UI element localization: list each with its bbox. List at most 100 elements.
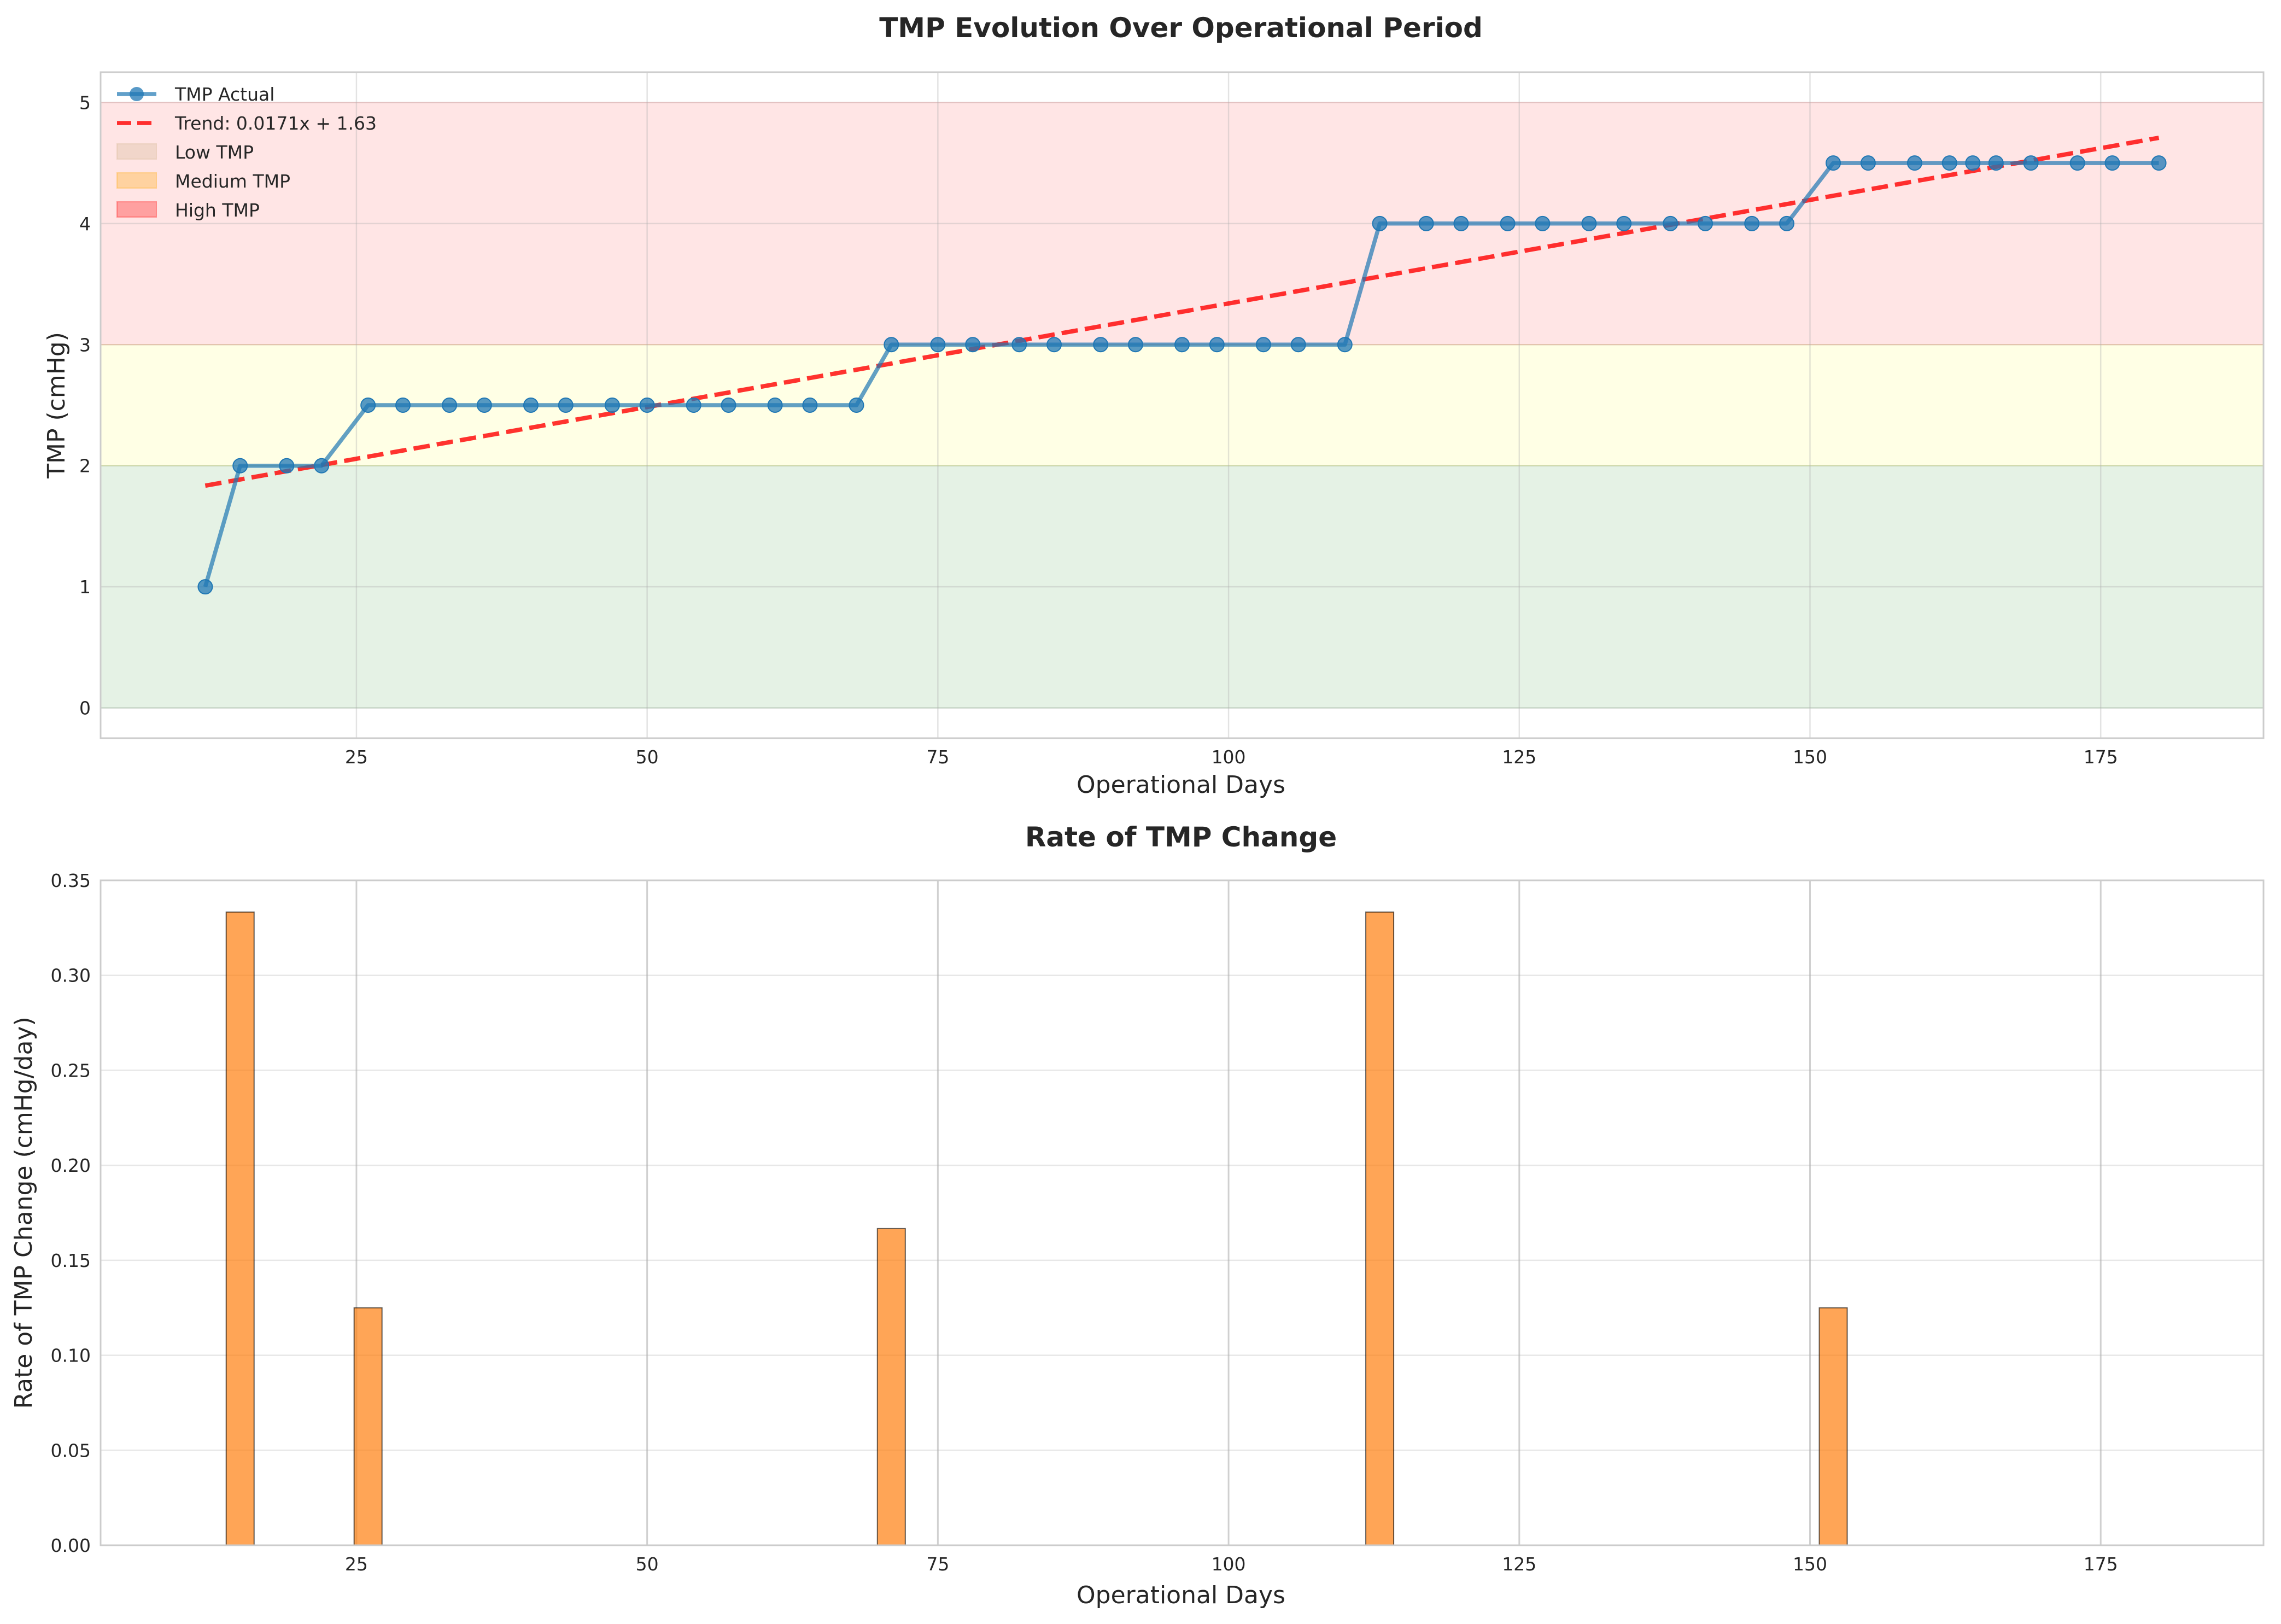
- data-point: [721, 398, 736, 413]
- top-x-tick-label: 150: [1793, 746, 1827, 768]
- legend-label-band-0: Low TMP: [175, 142, 254, 163]
- bottom-x-axis-label: Operational Days: [1077, 1581, 1285, 1609]
- data-point: [2023, 155, 2039, 171]
- data-point: [1779, 215, 1794, 231]
- data-point: [686, 398, 701, 413]
- data-point: [558, 398, 574, 413]
- data-point: [1860, 155, 1876, 171]
- data-point: [1290, 337, 1306, 353]
- data-point: [1011, 337, 1027, 353]
- data-point: [232, 458, 248, 474]
- data-point: [1965, 155, 1981, 171]
- data-point: [1941, 155, 1957, 171]
- bottom-y-tick-label: 0.20: [51, 1155, 91, 1176]
- top-x-tick-label: 125: [1502, 746, 1536, 768]
- data-point: [1826, 155, 1841, 171]
- bottom-y-axis-label: Rate of TMP Change (cmHg/day): [10, 1017, 38, 1409]
- bottom-y-tick-label: 0.10: [51, 1345, 91, 1366]
- bottom-x-tick-label: 75: [926, 1553, 949, 1575]
- top-x-tick-label: 25: [345, 746, 368, 768]
- rate-bar: [1818, 1307, 1848, 1546]
- data-point: [1906, 155, 1922, 171]
- legend-swatch-band-0: [116, 143, 157, 160]
- bottom-plot-frame: [100, 879, 2265, 1546]
- data-point: [1581, 215, 1597, 231]
- bottom-y-tick-label: 0.30: [51, 965, 91, 986]
- data-point: [849, 398, 864, 413]
- top-y-tick-label: 2: [79, 455, 91, 477]
- data-point: [1663, 215, 1678, 231]
- data-point: [1500, 215, 1516, 231]
- legend-label-band-1: Medium TMP: [175, 171, 290, 192]
- top-x-tick-label: 50: [636, 746, 659, 768]
- rate-bar: [225, 912, 255, 1546]
- data-point: [197, 579, 213, 595]
- legend-label-tmp-actual: TMP Actual: [174, 84, 274, 105]
- data-point: [639, 398, 655, 413]
- data-point: [523, 398, 539, 413]
- data-point: [930, 337, 946, 353]
- data-point: [802, 398, 818, 413]
- bottom-x-tick-label: 100: [1212, 1553, 1246, 1575]
- trend-line: [204, 136, 2160, 488]
- data-point: [1372, 215, 1388, 231]
- data-point: [360, 398, 376, 413]
- top-y-tick-label: 0: [79, 698, 91, 719]
- data-point: [884, 337, 899, 353]
- legend-label-trend: Trend: 0.0171x + 1.63: [174, 113, 377, 134]
- bottom-x-tick-label: 175: [2084, 1553, 2118, 1575]
- top-x-tick-label: 100: [1212, 746, 1246, 768]
- bottom-x-tick-label: 125: [1502, 1553, 1536, 1575]
- bottom-y-tick-label: 0.25: [51, 1060, 91, 1081]
- data-point: [1698, 215, 1713, 231]
- legend-marker-tmp-actual: [130, 87, 144, 101]
- tmp-band-2: [100, 102, 2264, 346]
- data-point: [2151, 155, 2167, 171]
- data-point: [1046, 337, 1062, 353]
- data-point: [1535, 215, 1551, 231]
- data-point: [604, 398, 620, 413]
- top-x-tick-label: 75: [926, 746, 949, 768]
- bottom-chart-title: Rate of TMP Change: [1025, 821, 1337, 853]
- bottom-y-tick-label: 0.05: [51, 1440, 91, 1461]
- top-x-tick-label: 175: [2084, 746, 2118, 768]
- data-point: [1337, 337, 1353, 353]
- rate-bar: [353, 1307, 383, 1546]
- data-point: [1093, 337, 1109, 353]
- data-point: [1418, 215, 1434, 231]
- rate-bar: [1365, 912, 1395, 1546]
- top-legend: TMP Actual Trend: 0.0171x + 1.63 Low TMP Me…: [116, 84, 377, 221]
- data-point: [1988, 155, 2004, 171]
- data-point: [1744, 215, 1760, 231]
- data-point: [2069, 155, 2085, 171]
- legend-swatch-band-1: [116, 172, 157, 189]
- data-point: [476, 398, 492, 413]
- legend-label-band-2: High TMP: [175, 200, 260, 221]
- bottom-plot-area: 0.00 0.05 0.10 0.15 0.20 0.25 0.30 0.35 25 50 75 10…: [51, 870, 2265, 1575]
- top-y-tick-label: 3: [79, 334, 91, 355]
- data-point: [1209, 337, 1225, 353]
- data-point: [395, 398, 411, 413]
- data-point: [1453, 215, 1469, 231]
- tmp-band-0: [100, 465, 2264, 709]
- top-x-axis-label: Operational Days: [1077, 771, 1285, 799]
- data-point: [965, 337, 981, 353]
- bottom-y-tick-label: 0.00: [51, 1535, 91, 1556]
- top-plot-area: 25 50 75 100 125 150 175 0 1 2 3 4 5: [79, 71, 2265, 768]
- top-y-tick-label: 1: [79, 576, 91, 598]
- data-point: [1616, 215, 1632, 231]
- data-point: [314, 458, 330, 474]
- top-y-axis-label: TMP (cmHg): [43, 332, 71, 479]
- data-point: [442, 398, 458, 413]
- bottom-x-tick-label: 50: [636, 1553, 659, 1575]
- top-chart-title: TMP Evolution Over Operational Period: [879, 12, 1483, 44]
- top-plot-frame: [100, 71, 2265, 739]
- rate-bar: [876, 1228, 906, 1546]
- bottom-x-tick-label: 150: [1793, 1553, 1827, 1575]
- bottom-y-tick-label: 0.15: [51, 1250, 91, 1271]
- bottom-plot-background: [101, 880, 2264, 1545]
- data-point: [1174, 337, 1190, 353]
- legend-swatch-band-2: [116, 201, 157, 218]
- top-y-tick-label: 4: [79, 213, 91, 235]
